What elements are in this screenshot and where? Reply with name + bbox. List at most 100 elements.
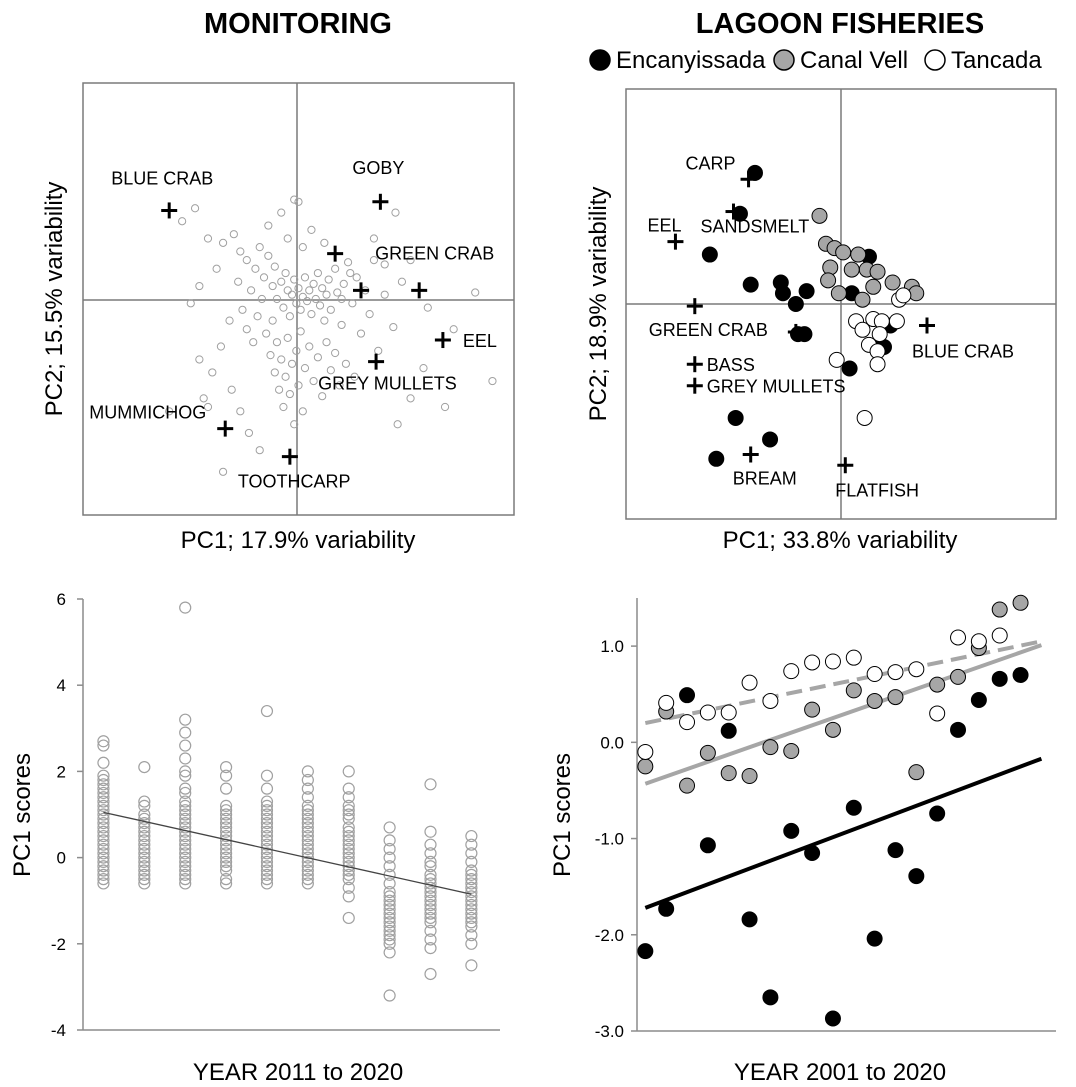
pca-monitoring-score-point bbox=[244, 428, 254, 438]
pc1-monitoring-point bbox=[301, 821, 314, 834]
pc1-monitoring-point bbox=[219, 825, 233, 838]
pc1-lagoon-point-tancada bbox=[804, 654, 821, 671]
pc1-lagoon-point-canal-vell bbox=[887, 689, 904, 706]
pca-monitoring-score-point bbox=[406, 256, 415, 265]
pc1-monitoring-point bbox=[424, 916, 437, 929]
pc1-monitoring-point bbox=[342, 812, 355, 825]
pc1-monitoring-point bbox=[179, 765, 192, 778]
pc1-lagoon-ylabel: PC1 scores bbox=[549, 753, 576, 877]
pc1-monitoring-point bbox=[301, 834, 314, 847]
pca-monitoring-score-point bbox=[281, 268, 290, 278]
pca-monitoring-score-point bbox=[255, 243, 264, 252]
pca-monitoring-score-point bbox=[320, 316, 329, 325]
pca-lagoon-point-encanyissada bbox=[708, 450, 725, 467]
pc1-monitoring-point bbox=[138, 847, 151, 860]
pca-monitoring-score-point bbox=[298, 407, 307, 416]
pc1-monitoring-point bbox=[260, 855, 274, 869]
pc1-lagoon-point-encanyissada bbox=[845, 799, 862, 816]
pc1-monitoring-point bbox=[138, 868, 151, 881]
pc1-monitoring-point bbox=[260, 799, 274, 812]
pc1-monitoring-point bbox=[383, 885, 396, 899]
pc1-monitoring-point bbox=[179, 769, 192, 782]
pca-monitoring-score-point bbox=[290, 195, 299, 204]
pc1-monitoring-point bbox=[465, 873, 478, 886]
pc1-monitoring-point bbox=[260, 812, 274, 825]
pc1-monitoring-point bbox=[260, 873, 274, 886]
pca-monitoring-score-point bbox=[283, 333, 292, 342]
pc1-monitoring-point bbox=[219, 782, 233, 795]
pca-monitoring-score-point bbox=[272, 294, 282, 304]
pc1-monitoring-ytick-label: 4 bbox=[57, 676, 66, 695]
pca-lagoon-loading-bass bbox=[686, 356, 703, 373]
pc1-monitoring-point bbox=[97, 795, 110, 808]
pca-lagoon-loading-green-crab bbox=[686, 298, 703, 315]
pca-monitoring-score-point bbox=[419, 364, 428, 373]
pc1-monitoring-trend-line bbox=[103, 811, 472, 895]
pc1-monitoring-point bbox=[97, 877, 110, 890]
pc1-monitoring-point bbox=[383, 903, 396, 916]
pc1-monitoring-point bbox=[301, 877, 314, 890]
pc1-monitoring-point bbox=[342, 804, 355, 817]
pc1-monitoring-point bbox=[97, 873, 110, 886]
pc1-monitoring-point bbox=[342, 881, 355, 894]
pca-lagoon-loading-label-sandsmelt: SANDSMELT bbox=[701, 217, 810, 237]
pca-monitoring-score-point bbox=[341, 359, 351, 368]
pca-monitoring-score-point bbox=[397, 277, 407, 286]
pc1-monitoring-point bbox=[179, 834, 192, 847]
pc1-monitoring-point bbox=[138, 799, 151, 812]
pca-lagoon-loading-marker-9 bbox=[787, 323, 804, 340]
pca-lagoon-loading-flatfish bbox=[837, 457, 854, 474]
pc1-monitoring-point bbox=[97, 855, 110, 869]
pc1-monitoring-point bbox=[301, 782, 314, 795]
pca-monitoring-score-point bbox=[309, 376, 318, 386]
pc1-monitoring-point bbox=[424, 855, 437, 869]
pc1-lagoon-point-encanyissada bbox=[658, 900, 675, 917]
pc1-monitoring-point bbox=[342, 834, 355, 847]
pca-lagoon-point-encanyissada bbox=[701, 246, 718, 263]
pc1-monitoring-point bbox=[465, 847, 478, 860]
pc1-monitoring-point bbox=[219, 877, 233, 890]
pc1-lagoon-point-canal-vell bbox=[637, 758, 654, 775]
legend-marker-tancada bbox=[924, 49, 946, 71]
pca-monitoring-ylabel: PC2; 15.5% variability bbox=[41, 182, 68, 417]
pca-monitoring-score-point bbox=[356, 329, 366, 338]
pc1-monitoring-point bbox=[219, 808, 233, 821]
pc1-lagoon-ticks: -3.0 -2.0 -1.0 0.0 1.0 bbox=[595, 637, 637, 1041]
pc1-monitoring-point bbox=[179, 873, 192, 886]
pc1-monitoring-point bbox=[424, 924, 437, 937]
pca-monitoring-score-point bbox=[212, 264, 221, 273]
pca-monitoring-score-point bbox=[303, 297, 312, 306]
pca-lagoon-point-canal-vell bbox=[835, 244, 852, 261]
pc1-monitoring-point bbox=[97, 851, 110, 864]
pca-lagoon-point-canal-vell bbox=[850, 246, 867, 263]
pca-monitoring-loading-goby bbox=[372, 193, 389, 210]
pc1-monitoring-point bbox=[424, 894, 437, 907]
pc1-monitoring-point bbox=[179, 864, 192, 877]
pca-monitoring-score-point bbox=[227, 385, 236, 394]
pca-monitoring-score-point bbox=[279, 303, 288, 312]
pc1-monitoring-point bbox=[179, 752, 192, 765]
pca-monitoring-score-point bbox=[296, 305, 305, 314]
pc1-monitoring-point bbox=[424, 933, 437, 946]
pc1-monitoring-point bbox=[465, 929, 478, 942]
pc1-monitoring-point bbox=[179, 847, 192, 860]
pc1-lagoon-point-encanyissada bbox=[762, 989, 779, 1006]
pca-monitoring-score-point bbox=[218, 238, 228, 247]
pc1-monitoring-point bbox=[219, 860, 233, 873]
pca-monitoring-score-point bbox=[346, 268, 355, 278]
pca-monitoring-score-point bbox=[380, 290, 389, 299]
pc1-monitoring-point bbox=[383, 907, 396, 920]
pc1-monitoring-point bbox=[424, 942, 437, 955]
pc1-monitoring-points bbox=[97, 601, 478, 1002]
pca-lagoon-point-tancada bbox=[888, 313, 905, 330]
pca-monitoring-loadings: BLUE CRAB GOBY GREEN CRAB EEL GREY MULLETS MU… bbox=[89, 158, 497, 492]
pc1-monitoring-point bbox=[424, 838, 437, 851]
pca-monitoring-score-point bbox=[259, 273, 269, 282]
pc1-monitoring-point bbox=[97, 799, 110, 812]
pca-monitoring-score-point bbox=[285, 389, 294, 399]
pca-lagoon-loading-eel bbox=[667, 233, 684, 250]
pca-monitoring-score-point bbox=[249, 338, 258, 347]
pca-monitoring-score-point bbox=[292, 346, 301, 355]
pc1-monitoring-point bbox=[138, 842, 151, 856]
pc1-monitoring-point bbox=[97, 773, 110, 787]
